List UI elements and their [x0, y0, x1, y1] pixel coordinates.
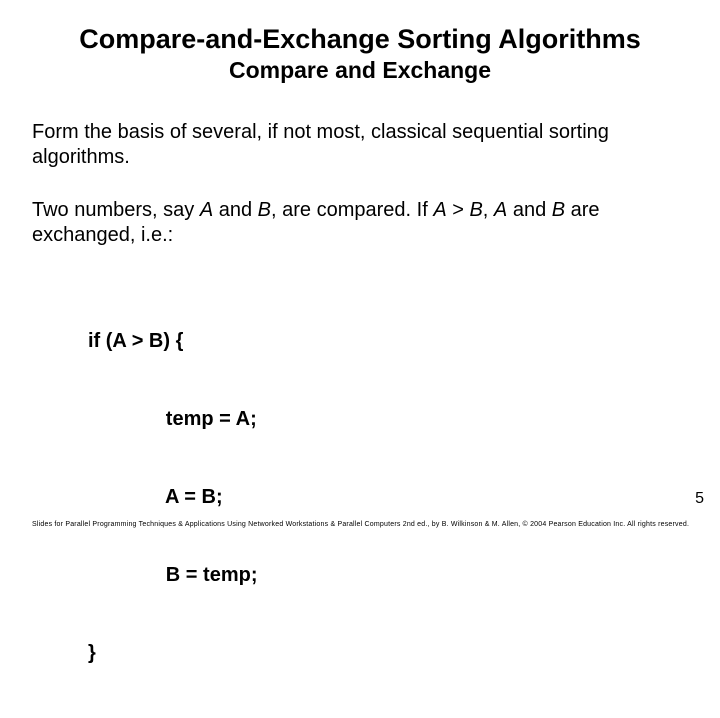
text: >	[447, 199, 470, 221]
var-b: B	[258, 199, 271, 221]
text: and	[507, 199, 551, 221]
code-line: B = temp;	[88, 562, 688, 588]
var-b: B	[552, 199, 565, 221]
footer-text: Slides for Parallel Programming Techniqu…	[32, 521, 689, 528]
code-line: temp = A;	[88, 406, 688, 432]
code-line: if (A > B) {	[88, 328, 688, 354]
slide-subtitle: Compare and Exchange	[32, 57, 688, 84]
var-b: B	[469, 199, 482, 221]
paragraph-1: Form the basis of several, if not most, …	[32, 120, 688, 170]
text: , are compared. If	[271, 199, 433, 221]
text: ,	[483, 199, 494, 221]
text: Two numbers, say	[32, 199, 200, 221]
page-number: 5	[695, 490, 704, 508]
slide-title: Compare-and-Exchange Sorting Algorithms	[32, 24, 688, 55]
var-a: A	[494, 199, 507, 221]
text: and	[213, 199, 257, 221]
paragraph-2: Two numbers, say A and B, are compared. …	[32, 198, 688, 248]
code-block: if (A > B) { temp = A; A = B; B = temp; …	[88, 276, 688, 718]
var-a: A	[200, 199, 213, 221]
code-line: }	[88, 640, 688, 666]
slide: Compare-and-Exchange Sorting Algorithms …	[0, 0, 720, 540]
code-line: A = B;	[88, 484, 688, 510]
var-a: A	[433, 199, 446, 221]
